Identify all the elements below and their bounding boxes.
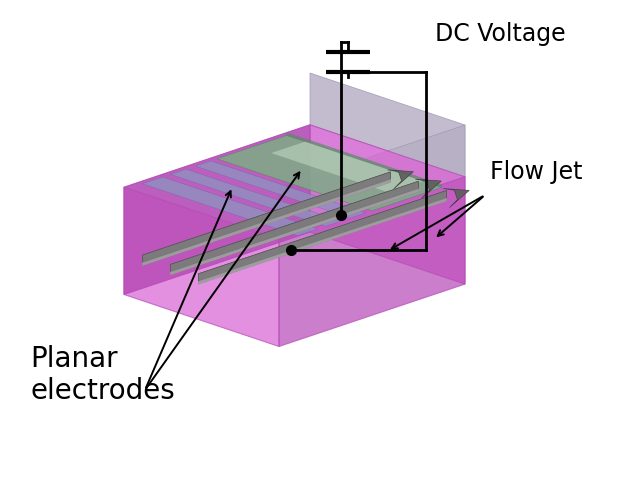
Polygon shape [279,177,465,347]
Polygon shape [310,73,465,177]
Polygon shape [310,125,465,284]
Polygon shape [143,177,317,236]
Polygon shape [170,181,419,272]
Polygon shape [143,179,390,265]
Polygon shape [124,125,310,294]
Polygon shape [198,198,447,284]
Polygon shape [287,133,442,187]
Polygon shape [444,188,469,208]
Polygon shape [143,172,390,263]
Polygon shape [143,172,390,263]
Polygon shape [198,198,447,284]
Polygon shape [387,170,413,189]
Polygon shape [170,189,419,275]
Text: Planar
electrodes: Planar electrodes [30,345,175,405]
Polygon shape [415,179,441,198]
Polygon shape [170,189,419,275]
Polygon shape [195,161,366,218]
Polygon shape [217,136,442,211]
Polygon shape [279,125,465,239]
Text: DC Voltage: DC Voltage [435,22,566,46]
Polygon shape [124,187,279,347]
Polygon shape [170,169,341,226]
Polygon shape [271,141,423,193]
Polygon shape [198,191,447,281]
Text: Flow Jet: Flow Jet [490,160,582,184]
Polygon shape [198,191,447,281]
Polygon shape [170,181,419,272]
Polygon shape [143,179,390,265]
Polygon shape [124,125,465,239]
